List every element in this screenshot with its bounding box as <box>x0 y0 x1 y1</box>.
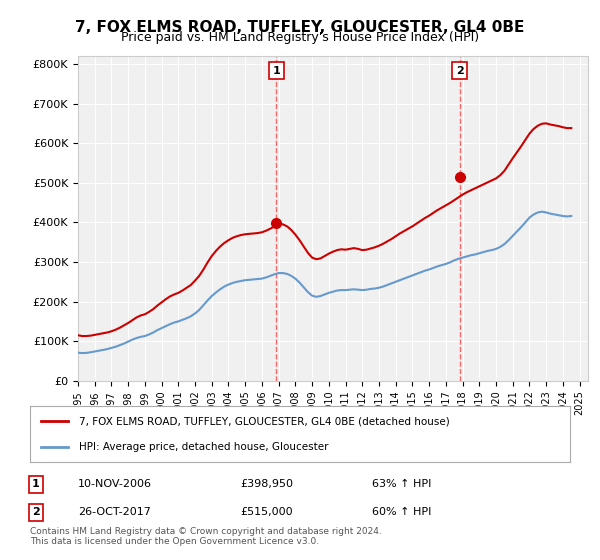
Text: 7, FOX ELMS ROAD, TUFFLEY, GLOUCESTER, GL4 0BE: 7, FOX ELMS ROAD, TUFFLEY, GLOUCESTER, G… <box>76 20 524 35</box>
Text: HPI: Average price, detached house, Gloucester: HPI: Average price, detached house, Glou… <box>79 442 328 452</box>
Text: Price paid vs. HM Land Registry's House Price Index (HPI): Price paid vs. HM Land Registry's House … <box>121 31 479 44</box>
Text: 2: 2 <box>456 66 463 76</box>
Text: Contains HM Land Registry data © Crown copyright and database right 2024.
This d: Contains HM Land Registry data © Crown c… <box>30 526 382 546</box>
Text: 7, FOX ELMS ROAD, TUFFLEY, GLOUCESTER, GL4 0BE (detached house): 7, FOX ELMS ROAD, TUFFLEY, GLOUCESTER, G… <box>79 416 449 426</box>
Text: £515,000: £515,000 <box>240 507 293 517</box>
Text: 1: 1 <box>32 479 40 489</box>
Text: 63% ↑ HPI: 63% ↑ HPI <box>372 479 431 489</box>
Text: 2: 2 <box>32 507 40 517</box>
Text: £398,950: £398,950 <box>240 479 293 489</box>
Text: 60% ↑ HPI: 60% ↑ HPI <box>372 507 431 517</box>
Text: 1: 1 <box>272 66 280 76</box>
Text: 10-NOV-2006: 10-NOV-2006 <box>78 479 152 489</box>
Text: 26-OCT-2017: 26-OCT-2017 <box>78 507 151 517</box>
